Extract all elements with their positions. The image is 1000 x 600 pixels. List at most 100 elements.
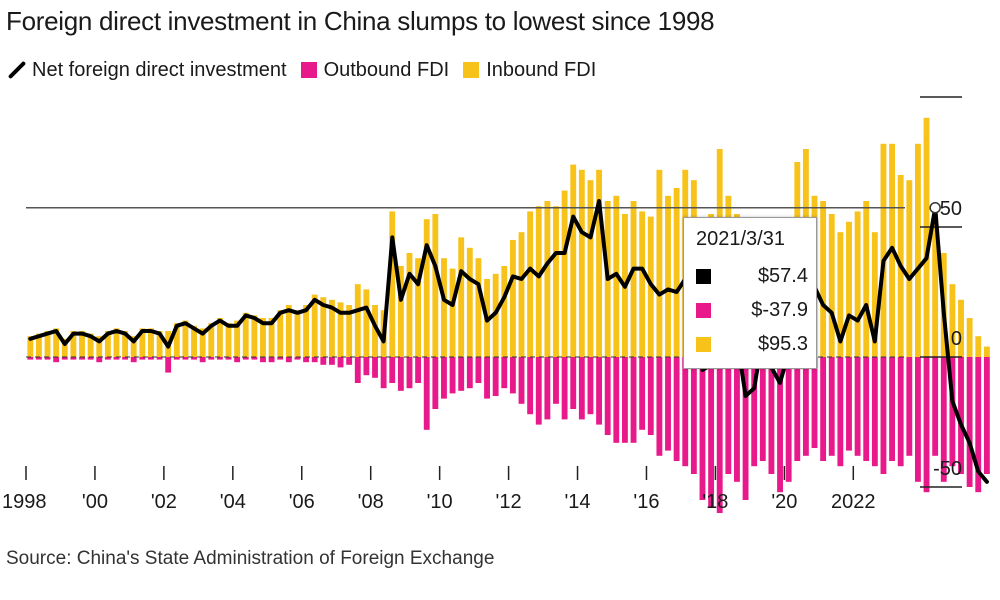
outbound-bar (699, 357, 706, 500)
outbound-bar (96, 357, 103, 363)
outbound-bar (975, 357, 982, 493)
outbound-bar (966, 357, 973, 487)
x-tick-label: 2022 (831, 491, 876, 513)
inbound-bar (570, 164, 577, 357)
outbound-bar (191, 357, 197, 360)
outbound-bar (294, 357, 301, 360)
inbound-bar (406, 253, 413, 357)
tooltip-value-inbound: $95.3 (757, 332, 808, 355)
inbound-bar (596, 169, 603, 357)
legend-item-net-fdi: Net foreign direct investment (6, 59, 287, 82)
net-fdi-line (28, 199, 989, 484)
inbound-bar (665, 195, 671, 357)
inbound-bar (96, 336, 103, 357)
outbound-bar (320, 357, 327, 365)
chart-area: $100 billion500-501998'00'02'04'06'08'10… (0, 68, 1000, 530)
inbound-bar (837, 232, 844, 357)
inbound-bar (854, 211, 861, 357)
x-tick-label: '04 (220, 491, 246, 513)
outbound-bar (949, 357, 956, 467)
inbound-bar (983, 346, 990, 357)
outbound-bar (682, 357, 689, 467)
outbound-bar (380, 357, 387, 389)
inbound-bar (958, 299, 964, 357)
outbound-bar (173, 357, 180, 360)
hover-marker (929, 202, 941, 214)
inbound-bar (285, 305, 292, 357)
outbound-bar (492, 357, 499, 396)
line-legend-icon (6, 61, 24, 79)
outbound-bar (208, 357, 215, 360)
x-tick-label: '08 (358, 491, 384, 513)
outbound-bar (139, 357, 146, 360)
outbound-bar (260, 357, 266, 363)
outbound-bar (432, 357, 439, 409)
outbound-bar (673, 357, 680, 461)
outbound-bar (914, 357, 921, 482)
outbound-bar (346, 357, 353, 365)
inbound-swatch-icon (463, 62, 480, 78)
inbound-bar (432, 214, 439, 357)
x-tick-label: '00 (82, 491, 108, 513)
inbound-bar (535, 206, 542, 357)
inbound-bar (527, 211, 534, 357)
inbound-bar (630, 201, 637, 357)
outbound-bar (449, 357, 456, 394)
inbound-bar (923, 117, 930, 357)
outbound-bar (578, 357, 585, 420)
outbound-bar (389, 357, 396, 383)
chart-title: Foreign direct investment in China slump… (6, 6, 715, 36)
inbound-bar (346, 305, 353, 357)
inbound-bar (846, 221, 852, 357)
outbound-bar (44, 357, 51, 360)
inbound-bar (113, 328, 120, 357)
outbound-bar (897, 357, 904, 467)
outbound-bar (768, 357, 775, 474)
y-tick-label: 0 (951, 328, 962, 350)
outbound-bar (61, 357, 68, 360)
inbound-bar (397, 266, 404, 357)
outbound-bar (122, 357, 129, 360)
inbound-bar (639, 211, 646, 357)
outbound-bar (871, 357, 878, 467)
outbound-bar (785, 357, 792, 482)
outbound-bar (501, 357, 508, 389)
outbound-bar (621, 357, 628, 443)
net-swatch-icon (696, 268, 711, 284)
inbound-bar (863, 201, 870, 357)
outbound-bar (647, 357, 654, 435)
inbound-bar (173, 323, 180, 357)
outbound-bar (466, 357, 473, 389)
inbound-bar (949, 284, 956, 357)
outbound-bar (923, 357, 930, 493)
inbound-bar (441, 258, 447, 357)
outbound-bar (940, 357, 947, 482)
x-tick-label: '16 (633, 491, 659, 513)
outbound-bar (854, 357, 861, 456)
inbound-bar (544, 201, 551, 357)
outbound-bar (811, 357, 818, 448)
inbound-bar (820, 201, 827, 357)
inbound-bar (70, 331, 77, 357)
outbound-bar (527, 357, 534, 415)
outbound-bar (690, 357, 697, 474)
tooltip-date: 2021/3/31 (696, 228, 785, 250)
x-tick-label: 1998 (2, 491, 47, 513)
outbound-bar (268, 357, 275, 363)
outbound-bar (441, 357, 447, 399)
fdi-chart-svg: $100 billion500-501998'00'02'04'06'08'10… (2, 68, 990, 513)
outbound-bar (225, 357, 232, 360)
outbound-bar (53, 357, 60, 363)
outbound-bar (423, 357, 430, 430)
inbound-bar (475, 258, 482, 357)
outbound-bar (35, 357, 42, 360)
x-tick-label: '10 (427, 491, 453, 513)
inbound-bar (466, 247, 473, 357)
outbound-bar (794, 357, 801, 461)
outbound-bar (587, 357, 594, 415)
outbound-bar (932, 357, 939, 456)
inbound-bar (104, 331, 111, 357)
outbound-bar (958, 357, 964, 474)
inbound-bar (277, 310, 284, 357)
outbound-bar (725, 357, 732, 474)
